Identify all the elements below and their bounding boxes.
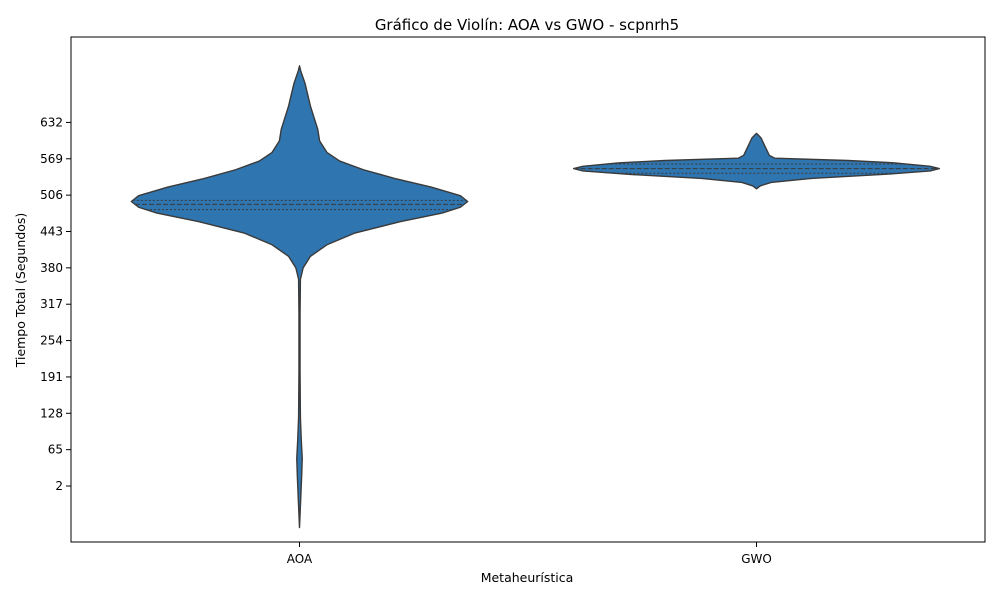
chart-title: Gráfico de Violín: AOA vs GWO - scpnrh5 [375, 16, 679, 34]
y-tick-label: 128 [40, 406, 63, 420]
y-axis-label: Tiempo Total (Segundos) [13, 213, 28, 369]
plot-frame [70, 36, 986, 543]
x-tick-label: GWO [741, 552, 772, 566]
y-axis-ticks: 2 65 128 191 254 317 380 443 506 569 632 [40, 115, 71, 493]
y-tick-label: 443 [40, 224, 63, 238]
x-axis-label: Metaheurística [481, 570, 574, 585]
y-tick-label: 380 [40, 261, 63, 275]
y-tick-label: 191 [40, 370, 63, 384]
violin-aoa [130, 65, 469, 529]
violin-gwo [573, 132, 940, 190]
y-tick-label: 65 [48, 443, 63, 457]
y-tick-label: 2 [55, 479, 63, 493]
y-tick-label: 569 [40, 152, 63, 166]
y-tick-label: 632 [40, 115, 63, 129]
violins-layer [130, 65, 940, 529]
y-tick-label: 254 [40, 334, 63, 348]
x-tick-label: AOA [287, 552, 313, 566]
x-axis-ticks: AOA GWO [287, 542, 772, 566]
y-tick-label: 506 [40, 188, 63, 202]
y-tick-label: 317 [40, 297, 63, 311]
